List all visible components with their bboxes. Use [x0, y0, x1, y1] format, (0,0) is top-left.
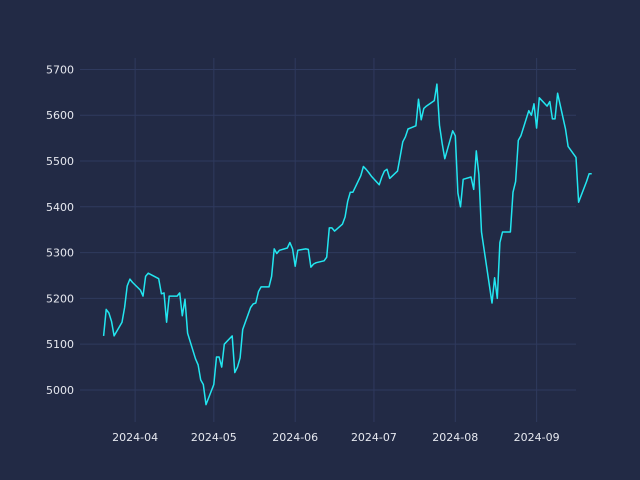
y-tick-label: 5600 — [46, 109, 74, 122]
y-tick-label: 5100 — [46, 338, 74, 351]
x-tick-label: 2024-05 — [191, 431, 237, 444]
x-tick-label: 2024-07 — [351, 431, 397, 444]
y-tick-label: 5400 — [46, 201, 74, 214]
y-tick-label: 5300 — [46, 247, 74, 260]
x-tick-label: 2024-09 — [514, 431, 560, 444]
x-tick-label: 2024-04 — [112, 431, 158, 444]
series-line — [102, 83, 592, 406]
x-tick-label: 2024-06 — [272, 431, 318, 444]
y-tick-label: 5500 — [46, 155, 74, 168]
y-tick-label: 5700 — [46, 63, 74, 76]
grid — [80, 58, 576, 422]
y-axis: 5000 5100 5200 5300 5400 5500 5600 5700 — [46, 63, 74, 397]
series-layer — [102, 83, 592, 406]
y-tick-label: 5200 — [46, 292, 74, 305]
x-tick-label: 2024-08 — [432, 431, 478, 444]
y-tick-label: 5000 — [46, 384, 74, 397]
x-axis: 2024-04 2024-05 2024-06 2024-07 2024-08 2024-… — [112, 431, 559, 444]
